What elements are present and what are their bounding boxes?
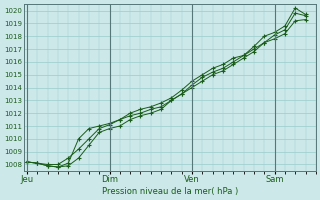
- X-axis label: Pression niveau de la mer( hPa ): Pression niveau de la mer( hPa ): [101, 187, 238, 196]
